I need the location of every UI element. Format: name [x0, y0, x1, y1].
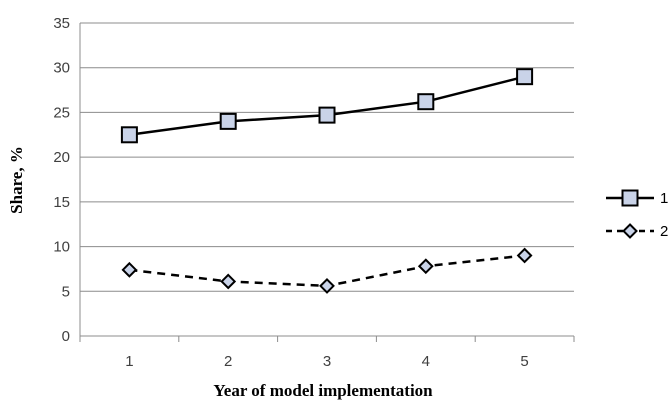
data-point [220, 273, 237, 290]
data-point [417, 93, 435, 111]
legend-label: 1 [660, 190, 668, 207]
series-line [129, 75, 525, 137]
y-tick-label: 30 [53, 60, 70, 77]
y-tick-label: 5 [62, 283, 70, 300]
y-tick-label: 35 [53, 15, 70, 32]
x-tick-label: 3 [323, 353, 331, 370]
data-point [516, 247, 533, 264]
data-point [219, 112, 237, 130]
data-point [121, 261, 138, 278]
data-point [318, 106, 336, 124]
data-point [319, 278, 335, 294]
data-point [417, 258, 434, 275]
legend-item: 1 [606, 189, 668, 207]
grid-lines [80, 22, 574, 292]
x-tick-labels: 1 2 3 4 5 [125, 353, 529, 370]
legend-marker [621, 189, 639, 207]
y-tick-label: 25 [53, 104, 70, 121]
series-group [120, 68, 534, 294]
y-tick-labels: 0 5 10 15 20 25 30 35 [53, 15, 70, 345]
legend: 12 [606, 189, 668, 240]
x-tick-label: 5 [520, 353, 528, 370]
x-tick-label: 2 [224, 353, 232, 370]
x-tick-label: 4 [422, 353, 430, 370]
series-1 [120, 68, 534, 144]
y-tick-label: 0 [62, 328, 70, 345]
data-point [120, 126, 138, 144]
x-tick-label: 1 [125, 353, 133, 370]
data-point [516, 68, 534, 86]
axes [79, 23, 575, 342]
y-tick-label: 10 [53, 239, 70, 256]
legend-label: 2 [660, 223, 668, 240]
y-tick-label: 20 [53, 149, 70, 166]
legend-marker [622, 223, 638, 239]
x-axis-title: Year of model implementation [213, 381, 433, 400]
series-2 [121, 247, 533, 294]
y-axis-title: Share, % [7, 146, 26, 214]
legend-item: 2 [606, 223, 668, 240]
y-tick-label: 15 [53, 194, 70, 211]
